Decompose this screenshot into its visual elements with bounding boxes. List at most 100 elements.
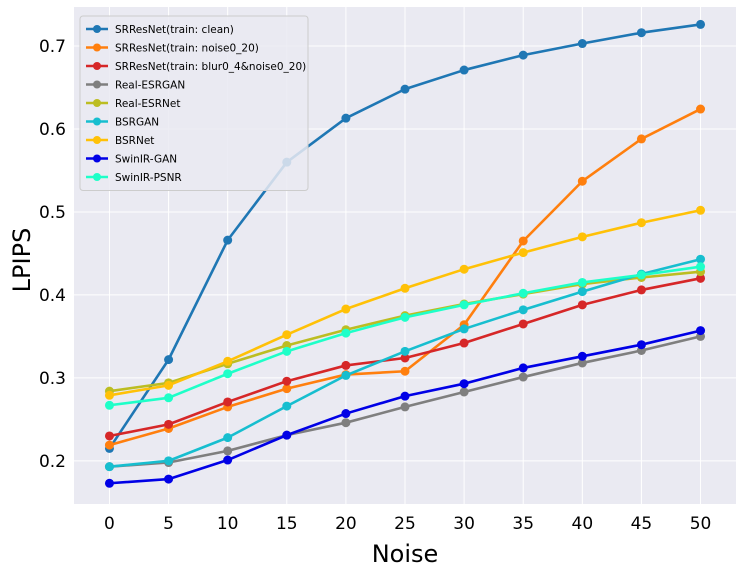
data-point (400, 402, 410, 412)
legend-swatch-marker (93, 136, 101, 144)
data-point (282, 401, 292, 411)
data-point (459, 379, 469, 389)
data-point (577, 300, 587, 310)
x-tick-label: 15 (276, 514, 298, 534)
data-point (577, 277, 587, 287)
legend-item: Real-ESRGAN (86, 80, 185, 92)
data-point (459, 264, 469, 274)
data-point (400, 366, 410, 376)
legend-label: SRResNet(train: clean) (115, 24, 234, 36)
legend-box (79, 15, 309, 191)
data-point (223, 369, 233, 379)
data-point (696, 205, 706, 215)
data-point (636, 134, 646, 144)
legend-swatch-marker (93, 99, 101, 107)
data-point (459, 65, 469, 75)
data-point (400, 84, 410, 94)
y-tick-label: 0.4 (39, 286, 66, 306)
x-tick-label: 45 (631, 514, 653, 534)
x-tick-label: 30 (453, 514, 475, 534)
data-point (400, 346, 410, 356)
legend-label: Real-ESRNet (115, 98, 180, 110)
data-point (341, 370, 351, 380)
series-bsrnet (104, 205, 706, 400)
legend-item: Real-ESRNet (86, 98, 180, 110)
data-point (223, 356, 233, 366)
data-point (104, 478, 114, 488)
data-point (164, 474, 174, 484)
data-point (223, 446, 233, 456)
data-point (577, 176, 587, 186)
legend-label: SRResNet(train: noise0_20) (115, 43, 259, 55)
data-point (577, 351, 587, 361)
data-point (341, 304, 351, 314)
data-point (400, 283, 410, 293)
x-tick-label: 50 (690, 514, 712, 534)
data-point (223, 433, 233, 443)
y-tick-label: 0.2 (39, 452, 66, 472)
legend-item: SRResNet(train: noise0_20) (86, 43, 259, 55)
data-point (696, 19, 706, 29)
legend-label: SRResNet(train: blur0_4&noise0_20) (115, 61, 306, 73)
data-point (400, 312, 410, 322)
series-srresnet-train-clean (104, 19, 706, 453)
data-point (518, 288, 528, 298)
data-point (164, 380, 174, 390)
y-tick-label: 0.7 (39, 37, 66, 57)
data-point (223, 397, 233, 407)
legend-item: BSRNet (86, 135, 154, 147)
data-point (577, 232, 587, 242)
data-point (400, 391, 410, 401)
data-point (164, 419, 174, 429)
tick-labels: 0 5 10 15 20 25 30 35 40 45 50 0.2 0.3 0.4 0.5 0.6 0.7 (39, 37, 711, 534)
x-tick-label: 25 (394, 514, 416, 534)
data-point (518, 248, 528, 258)
data-point (282, 376, 292, 386)
data-point (104, 431, 114, 441)
legend-label: BSRNet (115, 135, 154, 147)
data-point (577, 39, 587, 49)
data-point (636, 218, 646, 228)
data-point (518, 363, 528, 373)
x-tick-label: 5 (163, 514, 174, 534)
data-point (459, 324, 469, 334)
data-point (341, 418, 351, 428)
data-point (696, 262, 706, 272)
data-point (636, 340, 646, 350)
data-point (518, 372, 528, 382)
legend-item: SRResNet(train: blur0_4&noise0_20) (86, 61, 306, 73)
data-point (518, 305, 528, 315)
legend-swatch-marker (93, 117, 101, 126)
data-point (696, 273, 706, 283)
legend-swatch-marker (93, 173, 101, 181)
data-point (223, 235, 233, 245)
data-point (696, 254, 706, 264)
data-point (341, 360, 351, 370)
legend-label: SwinIR-GAN (115, 154, 177, 166)
x-tick-label: 20 (335, 514, 357, 534)
data-point (104, 390, 114, 400)
series-srresnet-train-blur0-4-noise0-20 (104, 273, 706, 441)
legend-swatch-marker (93, 80, 101, 89)
legend-swatch-marker (93, 62, 101, 70)
x-axis-label: Noise (372, 540, 439, 568)
x-tick-label: 40 (572, 514, 594, 534)
data-point (282, 384, 292, 394)
data-point (341, 113, 351, 123)
data-point (282, 346, 292, 356)
data-point (104, 462, 114, 472)
data-point (341, 328, 351, 338)
data-point (164, 456, 174, 466)
series-swinir-gan (104, 326, 706, 488)
data-point (164, 355, 174, 365)
data-point (696, 104, 706, 114)
data-point (459, 300, 469, 310)
legend-item: SwinIR-PSNR (86, 172, 182, 184)
data-point (459, 338, 469, 348)
data-point (518, 50, 528, 60)
x-tick-label: 35 (512, 514, 534, 534)
data-point (282, 430, 292, 440)
data-point (223, 455, 233, 465)
data-point (341, 409, 351, 419)
